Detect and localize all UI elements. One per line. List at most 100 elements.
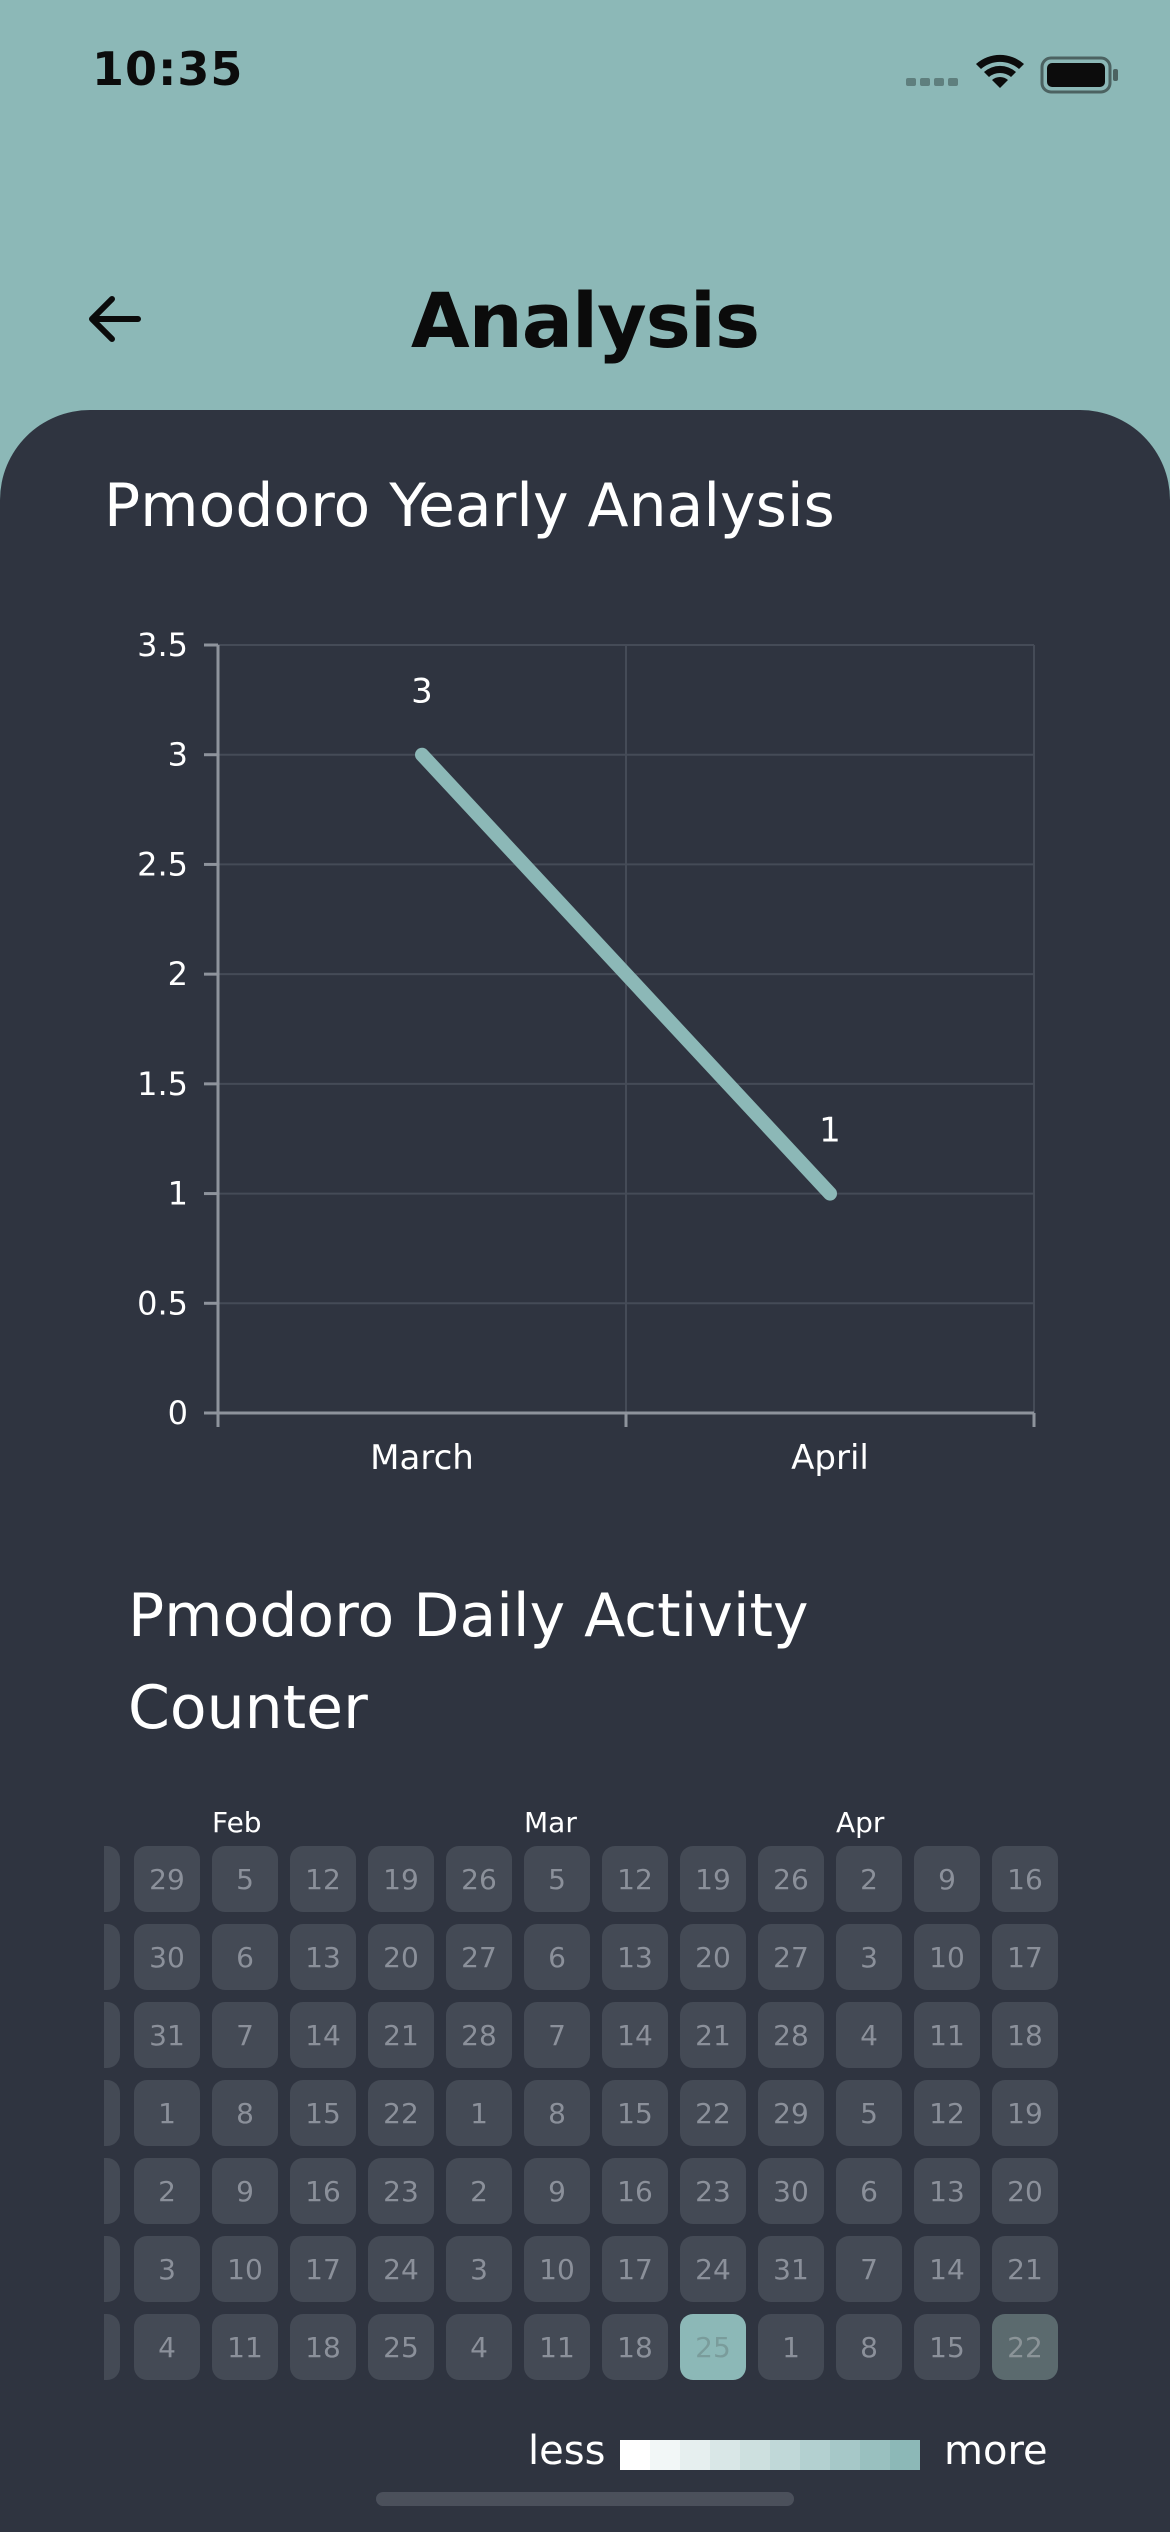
calendar-day-cell[interactable]: 7 (836, 2236, 902, 2302)
legend-swatch (710, 2440, 740, 2470)
calendar-day-cell[interactable]: 26 (758, 1846, 824, 1912)
calendar-day-cell[interactable]: 17 (992, 1924, 1058, 1990)
calendar-day-cell[interactable]: 18 (992, 2002, 1058, 2068)
x-tick-label: March (370, 1438, 474, 1478)
calendar-day-cell[interactable]: 1 (758, 2314, 824, 2380)
calendar-day-cell-partial[interactable] (104, 1924, 120, 1990)
yearly-analysis-title: Pmodoro Yearly Analysis (104, 471, 835, 541)
calendar-day-cell[interactable]: 5 (212, 1846, 278, 1912)
calendar-day-cell[interactable]: 25 (368, 2314, 434, 2380)
calendar-day-cell[interactable]: 15 (914, 2314, 980, 2380)
calendar-day-cell[interactable]: 15 (602, 2080, 668, 2146)
calendar-day-cell[interactable]: 10 (914, 1924, 980, 1990)
calendar-day-cell[interactable]: 24 (680, 2236, 746, 2302)
calendar-day-cell[interactable]: 9 (212, 2158, 278, 2224)
calendar-day-cell-partial[interactable] (104, 2080, 120, 2146)
calendar-day-cell[interactable]: 22 (992, 2314, 1058, 2380)
calendar-day-cell[interactable]: 1 (134, 2080, 200, 2146)
calendar-day-cell[interactable]: 3 (836, 1924, 902, 1990)
calendar-day-cell[interactable]: 19 (680, 1846, 746, 1912)
calendar-day-cell[interactable]: 4 (446, 2314, 512, 2380)
calendar-day-cell[interactable]: 13 (914, 2158, 980, 2224)
calendar-day-cell[interactable]: 16 (602, 2158, 668, 2224)
calendar-day-cell[interactable]: 14 (602, 2002, 668, 2068)
calendar-day-cell-partial[interactable] (104, 2002, 120, 2068)
calendar-day-cell[interactable]: 11 (524, 2314, 590, 2380)
calendar-day-cell[interactable]: 8 (212, 2080, 278, 2146)
calendar-day-cell[interactable]: 7 (212, 2002, 278, 2068)
calendar-day-cell[interactable]: 16 (992, 1846, 1058, 1912)
calendar-day-cell[interactable]: 6 (524, 1924, 590, 1990)
calendar-day-cell[interactable]: 22 (680, 2080, 746, 2146)
legend-swatch (830, 2440, 860, 2470)
calendar-day-cell[interactable]: 9 (524, 2158, 590, 2224)
calendar-day-cell[interactable]: 18 (602, 2314, 668, 2380)
calendar-day-cell[interactable]: 6 (836, 2158, 902, 2224)
calendar-day-cell[interactable]: 11 (212, 2314, 278, 2380)
calendar-day-cell[interactable]: 3 (446, 2236, 512, 2302)
calendar-day-cell[interactable]: 5 (524, 1846, 590, 1912)
calendar-day-cell[interactable]: 16 (290, 2158, 356, 2224)
calendar-day-cell[interactable]: 10 (524, 2236, 590, 2302)
calendar-day-cell[interactable]: 28 (758, 2002, 824, 2068)
calendar-day-cell[interactable]: 24 (368, 2236, 434, 2302)
calendar-day-cell[interactable]: 4 (134, 2314, 200, 2380)
calendar-day-cell[interactable]: 3 (134, 2236, 200, 2302)
calendar-day-cell[interactable]: 6 (212, 1924, 278, 1990)
calendar-day-cell[interactable]: 2 (446, 2158, 512, 2224)
calendar-day-cell[interactable]: 19 (992, 2080, 1058, 2146)
calendar-day-cell[interactable]: 2 (134, 2158, 200, 2224)
calendar-day-cell[interactable]: 17 (290, 2236, 356, 2302)
calendar-day-cell[interactable]: 31 (134, 2002, 200, 2068)
calendar-day-cell[interactable]: 4 (836, 2002, 902, 2068)
calendar-day-cell[interactable]: 31 (758, 2236, 824, 2302)
calendar-day-cell[interactable]: 30 (758, 2158, 824, 2224)
calendar-day-cell[interactable]: 8 (524, 2080, 590, 2146)
calendar-day-cell[interactable]: 15 (290, 2080, 356, 2146)
calendar-day-cell[interactable]: 12 (914, 2080, 980, 2146)
calendar-day-cell-partial[interactable] (104, 1846, 120, 1912)
calendar-day-cell[interactable]: 2 (836, 1846, 902, 1912)
calendar-day-cell[interactable]: 17 (602, 2236, 668, 2302)
calendar-day-cell[interactable]: 20 (992, 2158, 1058, 2224)
calendar-day-cell[interactable]: 29 (758, 2080, 824, 2146)
calendar-day-cell[interactable]: 10 (212, 2236, 278, 2302)
calendar-day-cell[interactable]: 20 (368, 1924, 434, 1990)
calendar-day-cell[interactable]: 14 (290, 2002, 356, 2068)
calendar-day-cell[interactable]: 5 (836, 2080, 902, 2146)
calendar-day-cell[interactable]: 22 (368, 2080, 434, 2146)
calendar-day-cell[interactable]: 21 (992, 2236, 1058, 2302)
calendar-day-cell[interactable]: 11 (914, 2002, 980, 2068)
calendar-day-cell-partial[interactable] (104, 2236, 120, 2302)
calendar-day-cell[interactable]: 1 (446, 2080, 512, 2146)
calendar-day-cell[interactable]: 25 (680, 2314, 746, 2380)
calendar-day-cell[interactable]: 19 (368, 1846, 434, 1912)
calendar-day-cell[interactable]: 21 (368, 2002, 434, 2068)
calendar-day-cell[interactable]: 14 (914, 2236, 980, 2302)
calendar-day-cell[interactable]: 28 (446, 2002, 512, 2068)
calendar-day-cell[interactable]: 13 (290, 1924, 356, 1990)
calendar-day-cell[interactable]: 7 (524, 2002, 590, 2068)
y-tick-label: 0.5 (137, 1284, 188, 1322)
calendar-day-cell[interactable]: 26 (446, 1846, 512, 1912)
calendar-day-cell[interactable]: 13 (602, 1924, 668, 1990)
calendar-day-cell[interactable]: 23 (368, 2158, 434, 2224)
calendar-day-cell[interactable]: 12 (602, 1846, 668, 1912)
calendar-day-cell[interactable]: 27 (446, 1924, 512, 1990)
calendar-day-cell[interactable]: 8 (836, 2314, 902, 2380)
calendar-day-cell[interactable]: 12 (290, 1846, 356, 1912)
arrow-left-icon[interactable] (82, 286, 148, 352)
calendar-day-cell[interactable]: 29 (134, 1846, 200, 1912)
x-tick-label: April (791, 1438, 869, 1478)
y-tick-label: 3 (168, 736, 188, 774)
calendar-day-cell-partial[interactable] (104, 2158, 120, 2224)
calendar-day-cell[interactable]: 30 (134, 1924, 200, 1990)
calendar-day-cell[interactable]: 9 (914, 1846, 980, 1912)
y-tick-label: 1 (168, 1175, 188, 1213)
calendar-day-cell-partial[interactable] (104, 2314, 120, 2380)
calendar-day-cell[interactable]: 27 (758, 1924, 824, 1990)
calendar-day-cell[interactable]: 23 (680, 2158, 746, 2224)
calendar-day-cell[interactable]: 21 (680, 2002, 746, 2068)
calendar-day-cell[interactable]: 20 (680, 1924, 746, 1990)
calendar-day-cell[interactable]: 18 (290, 2314, 356, 2380)
